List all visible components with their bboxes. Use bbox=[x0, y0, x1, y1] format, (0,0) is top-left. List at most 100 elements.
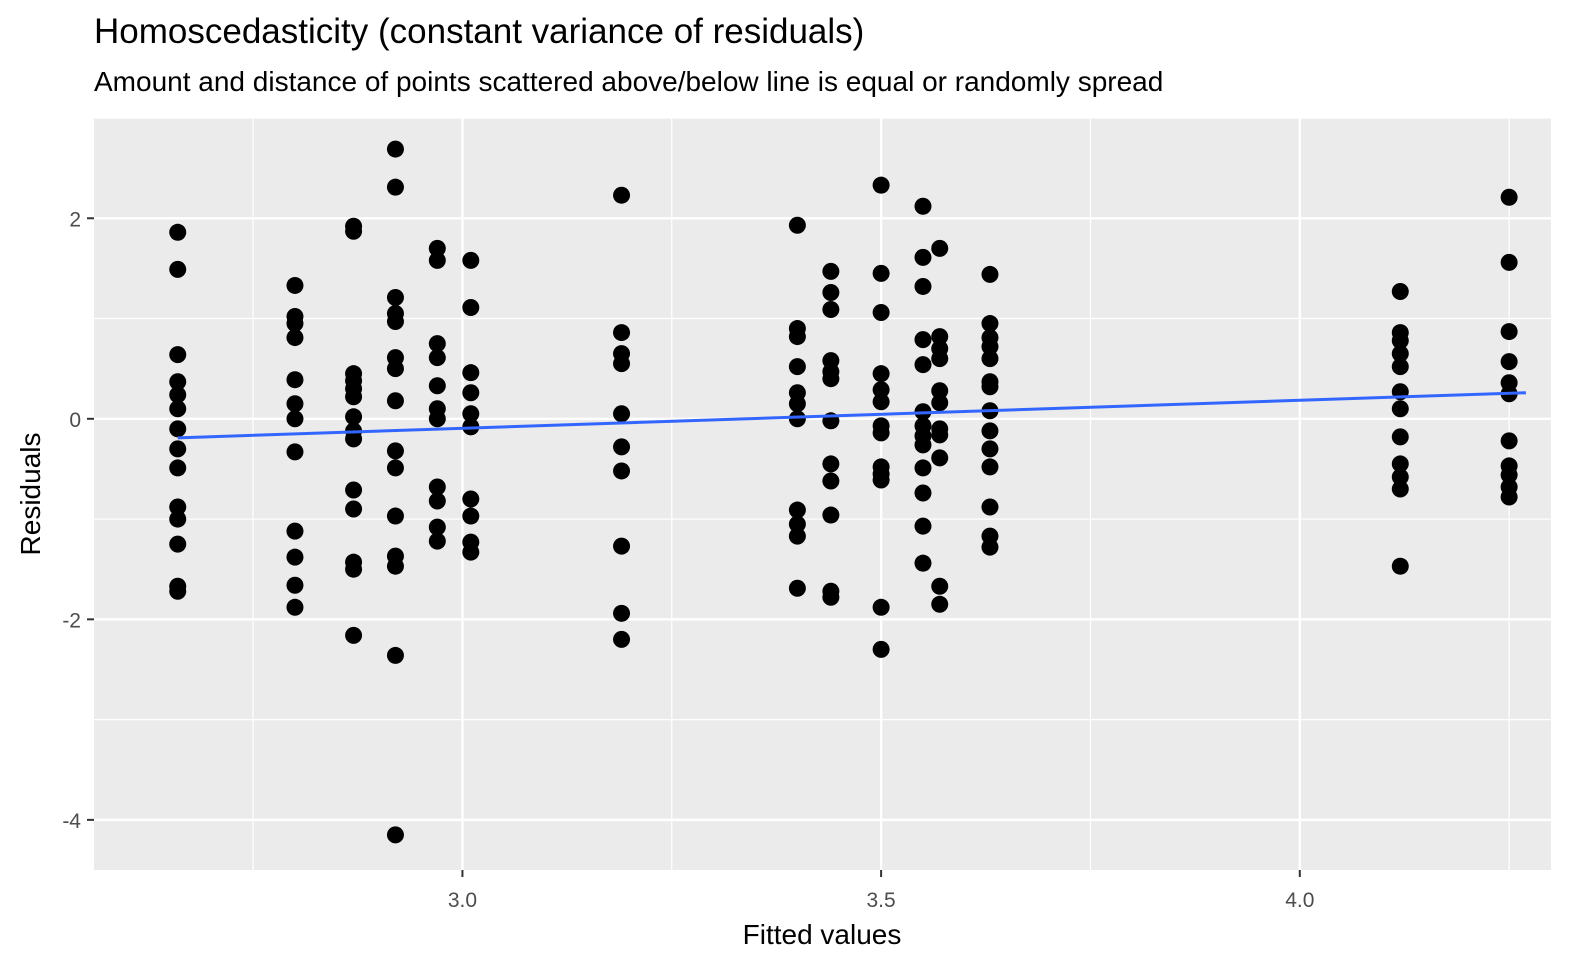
data-point bbox=[981, 538, 999, 556]
data-point bbox=[931, 394, 949, 412]
data-point bbox=[914, 517, 932, 535]
data-point bbox=[788, 515, 806, 533]
data-point bbox=[931, 350, 949, 368]
data-point bbox=[788, 216, 806, 234]
data-point bbox=[386, 178, 404, 196]
data-point bbox=[286, 329, 304, 347]
data-point bbox=[613, 324, 631, 342]
data-point bbox=[286, 410, 304, 428]
data-point bbox=[169, 459, 187, 477]
data-point bbox=[931, 328, 949, 346]
data-point bbox=[613, 438, 631, 456]
data-point bbox=[286, 443, 304, 461]
data-point bbox=[286, 548, 304, 566]
data-point bbox=[345, 222, 363, 240]
data-point bbox=[981, 338, 999, 356]
data-point bbox=[1391, 428, 1409, 446]
data-point bbox=[462, 405, 480, 423]
chart-title: Homoscedasticity (constant variance of r… bbox=[94, 12, 865, 51]
data-point bbox=[613, 537, 631, 555]
data-point bbox=[822, 283, 840, 301]
data-point bbox=[286, 522, 304, 540]
data-point bbox=[931, 595, 949, 613]
data-point bbox=[872, 264, 890, 282]
data-point bbox=[822, 262, 840, 280]
data-point bbox=[613, 462, 631, 480]
data-point bbox=[981, 378, 999, 396]
data-point bbox=[788, 527, 806, 545]
data-point bbox=[914, 554, 932, 572]
data-point bbox=[169, 440, 187, 458]
data-point bbox=[428, 251, 446, 269]
data-point bbox=[345, 408, 363, 426]
data-point bbox=[1391, 358, 1409, 376]
data-point bbox=[386, 507, 404, 525]
data-point bbox=[872, 393, 890, 411]
data-point bbox=[1500, 188, 1518, 206]
data-point bbox=[931, 426, 949, 444]
data-point bbox=[788, 579, 806, 597]
data-point bbox=[914, 436, 932, 454]
data-point bbox=[286, 315, 304, 333]
data-point bbox=[428, 349, 446, 367]
plot-panel bbox=[94, 118, 1551, 870]
data-point bbox=[169, 400, 187, 418]
data-point bbox=[872, 598, 890, 616]
data-point bbox=[169, 346, 187, 364]
data-point bbox=[872, 381, 890, 399]
data-point bbox=[822, 588, 840, 606]
data-point bbox=[788, 501, 806, 519]
data-point bbox=[1391, 468, 1409, 486]
data-point bbox=[981, 458, 999, 476]
data-point bbox=[981, 350, 999, 368]
data-point bbox=[462, 364, 480, 382]
data-point bbox=[386, 140, 404, 158]
data-point bbox=[428, 492, 446, 510]
data-point bbox=[872, 365, 890, 383]
data-point bbox=[428, 410, 446, 428]
data-point bbox=[981, 498, 999, 516]
data-point bbox=[914, 331, 932, 349]
data-point bbox=[613, 405, 631, 423]
y-tick-label: 0 bbox=[69, 409, 81, 432]
data-point bbox=[914, 197, 932, 215]
data-point bbox=[462, 299, 480, 317]
data-point bbox=[822, 301, 840, 319]
data-point bbox=[428, 239, 446, 257]
data-point bbox=[1500, 253, 1518, 271]
data-point bbox=[428, 532, 446, 550]
data-point bbox=[169, 420, 187, 438]
data-point bbox=[428, 518, 446, 536]
data-point bbox=[169, 223, 187, 241]
axis-ticks bbox=[87, 217, 1301, 877]
data-point bbox=[1391, 332, 1409, 350]
data-point bbox=[1391, 400, 1409, 418]
data-point bbox=[169, 498, 187, 516]
data-point bbox=[1391, 345, 1409, 363]
x-tick-label: 4.0 bbox=[1285, 889, 1314, 912]
data-point bbox=[981, 440, 999, 458]
data-point bbox=[345, 500, 363, 518]
y-tick-label: 2 bbox=[69, 208, 81, 231]
data-point bbox=[931, 382, 949, 400]
data-point bbox=[1500, 353, 1518, 371]
axis-tick-labels: 3.0 3.5 4.0 -4 -2 0 2 bbox=[62, 208, 1314, 912]
data-point bbox=[386, 313, 404, 331]
data-point bbox=[345, 626, 363, 644]
data-point bbox=[914, 459, 932, 477]
data-point bbox=[428, 377, 446, 395]
trend-line bbox=[177, 391, 1526, 440]
data-point bbox=[286, 576, 304, 594]
data-point bbox=[1500, 432, 1518, 450]
chart-subtitle: Amount and distance of points scattered … bbox=[94, 66, 1164, 97]
data-point bbox=[872, 640, 890, 658]
data-point bbox=[462, 507, 480, 525]
data-points bbox=[169, 140, 1518, 844]
data-point bbox=[286, 395, 304, 413]
data-point bbox=[981, 265, 999, 283]
data-point bbox=[1391, 480, 1409, 498]
data-point bbox=[345, 388, 363, 406]
data-point bbox=[169, 535, 187, 553]
data-point bbox=[788, 395, 806, 413]
